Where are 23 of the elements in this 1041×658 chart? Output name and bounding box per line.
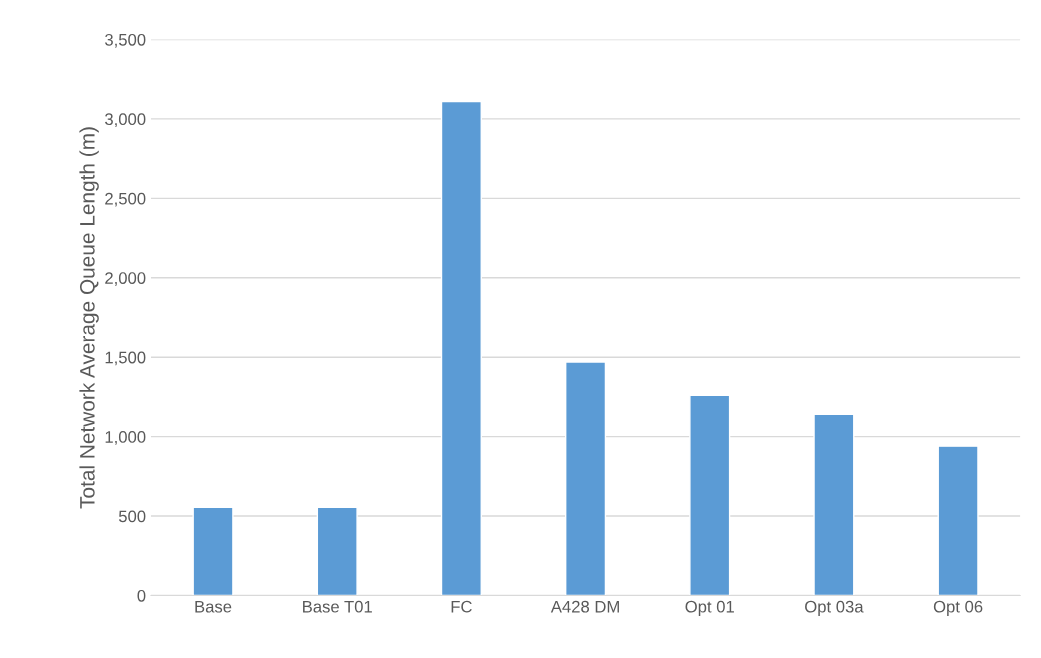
x-tick-label: Base T01 xyxy=(303,600,372,613)
x-tick-label: Opt 03a xyxy=(805,600,864,616)
y-axis-title: Total Network Average Queue Length (m) xyxy=(79,127,99,509)
x-tick-label: Opt 06 xyxy=(933,600,983,616)
x-tick-label: A428 DM xyxy=(550,600,619,613)
bar xyxy=(813,413,855,596)
x-tick-label: Base xyxy=(195,600,232,613)
y-tick-label: 1,500 xyxy=(105,351,146,366)
y-tick-label: 2,500 xyxy=(105,192,146,207)
bar xyxy=(937,445,979,596)
bar xyxy=(689,394,731,596)
x-tick-label: FC xyxy=(451,600,472,613)
y-tick-label: 0 xyxy=(137,589,146,602)
x-tick-label: Opt 01 xyxy=(685,600,734,616)
bar xyxy=(316,506,358,596)
y-tick-label: 3,500 xyxy=(105,33,146,48)
y-tick-label: 500 xyxy=(118,510,146,523)
bar xyxy=(440,100,482,596)
y-tick-label: 2,000 xyxy=(105,272,146,286)
y-tick-label: 1,000 xyxy=(105,431,146,445)
y-tick-label: 3,000 xyxy=(105,113,146,128)
bar xyxy=(192,506,234,596)
bar xyxy=(564,361,607,596)
